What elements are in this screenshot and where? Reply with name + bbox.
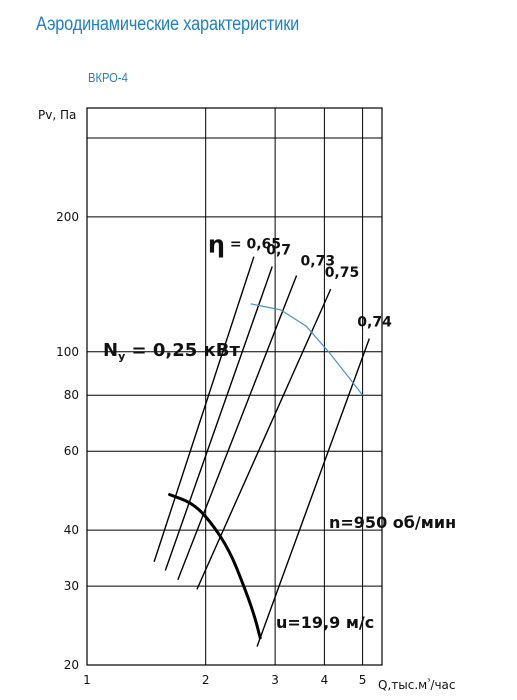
efficiency-label: 0,74 xyxy=(357,315,392,331)
x-tick-label: 5 xyxy=(359,673,367,687)
x-tick-label: 1 xyxy=(83,673,91,687)
x-axis-label: Q,тыс.м³/час xyxy=(378,677,456,692)
efficiency-labels: η = 0,650,7 0,730,75 0,74 xyxy=(208,231,392,331)
y-tick-label: 30 xyxy=(64,579,79,593)
efficiency-label: 0,7 xyxy=(266,243,291,259)
chart-grid xyxy=(86,107,383,666)
performance-curve xyxy=(250,303,364,396)
y-tick-label: 200 xyxy=(56,210,79,224)
efficiency-line xyxy=(153,256,255,562)
y-tick-label: 40 xyxy=(64,523,79,537)
tick-labels: 1 2 3 4 5 20 30 40 60 80 100 200 xyxy=(56,210,366,687)
y-tick-label: 20 xyxy=(64,658,79,672)
x-tick-label: 3 xyxy=(271,673,279,687)
y-axis-label: Pv, Па xyxy=(38,108,76,122)
plot-frame xyxy=(86,107,383,666)
efficiency-line xyxy=(196,288,332,590)
efficiency-line xyxy=(177,275,298,580)
power-annotation: Nу = 0,25 кВт xyxy=(103,340,240,363)
y-tick-label: 80 xyxy=(64,388,79,402)
y-tick-label: 60 xyxy=(64,444,79,458)
y-tick-label: 100 xyxy=(56,345,79,359)
x-tick-label: 2 xyxy=(202,673,210,687)
x-tick-label: 4 xyxy=(321,673,329,687)
page-title: Аэродинамические характеристики xyxy=(36,14,300,35)
speed-annotation: n=950 об/мин xyxy=(329,513,456,532)
efficiency-label: = 0,65 xyxy=(230,237,281,253)
power-curve xyxy=(168,493,262,640)
chart-subtitle: ВКРО-4 xyxy=(88,70,128,85)
efficiency-label: 0,75 xyxy=(325,265,360,281)
efficiency-line xyxy=(256,338,370,647)
velocity-annotation: u=19,9 м/с xyxy=(276,613,374,632)
chart-series xyxy=(153,256,370,647)
efficiency-line xyxy=(164,266,273,571)
efficiency-symbol: η xyxy=(208,231,225,259)
efficiency-label: 0,73 xyxy=(301,254,336,270)
